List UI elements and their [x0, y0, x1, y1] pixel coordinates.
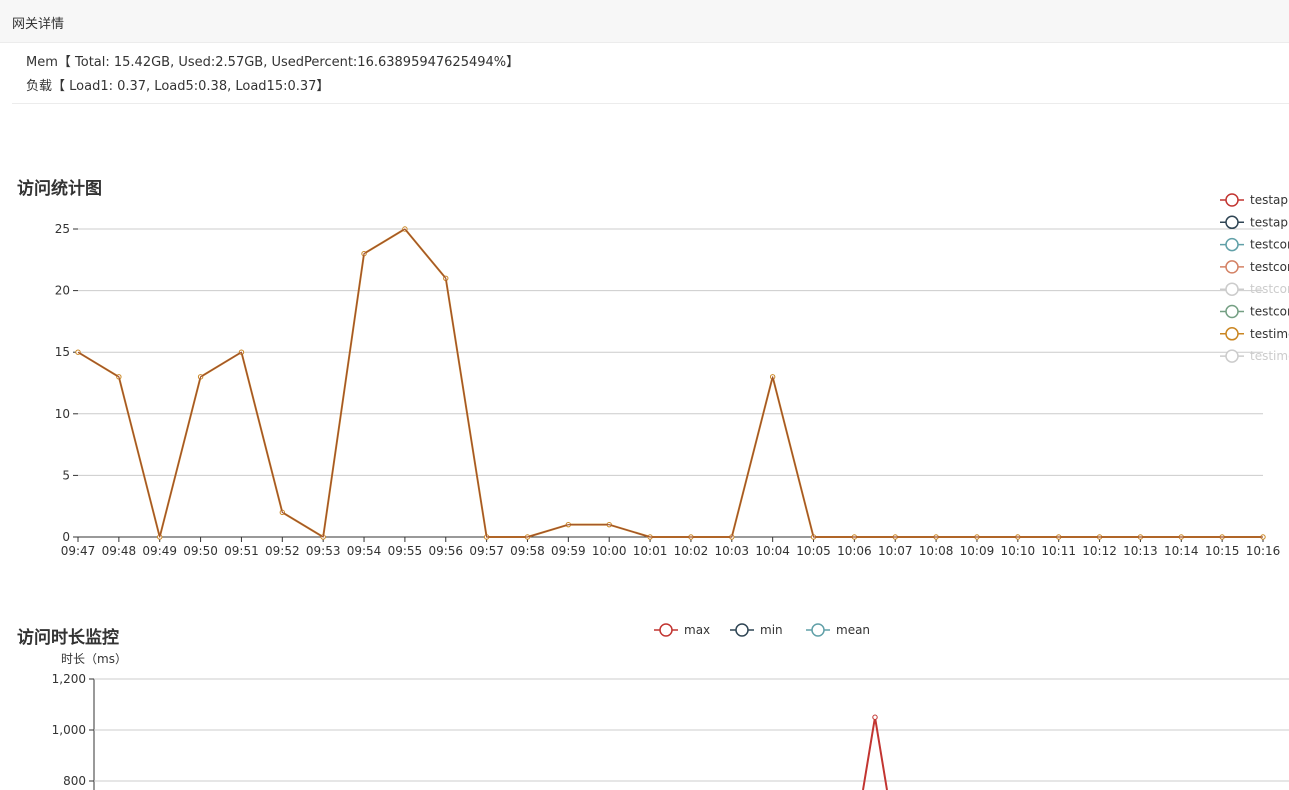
visit-stats-title: 访问统计图 — [17, 179, 102, 199]
legend-marker-icon — [1225, 215, 1239, 230]
x-tick-label: 09:58 — [510, 544, 545, 558]
legend-marker-icon — [1225, 282, 1239, 296]
legend-marker-icon — [735, 623, 749, 637]
y-tick-label: 1,000 — [52, 723, 86, 737]
x-tick-label: 10:08 — [919, 544, 954, 558]
x-tick-label: 10:13 — [1123, 544, 1158, 558]
legend-marker-icon — [1225, 193, 1239, 207]
legend-label: testcor — [1250, 260, 1289, 274]
legend-label: testimg — [1250, 349, 1289, 363]
y-tick-label: 1,200 — [52, 672, 86, 686]
legend-item: testimg — [1220, 349, 1289, 363]
legend-marker-icon — [1225, 237, 1239, 252]
y-tick-label: 20 — [55, 284, 70, 298]
data-point — [872, 714, 878, 720]
legend-label: testapi — [1250, 215, 1289, 229]
max-series-line — [862, 717, 888, 790]
legend-label: min — [760, 623, 783, 637]
x-tick-label: 09:48 — [102, 544, 137, 558]
page-title: 网关详情 — [12, 17, 65, 32]
x-tick-label: 09:54 — [347, 544, 382, 558]
legend-item: testcor — [1220, 260, 1289, 274]
legend-label: testimg — [1250, 327, 1289, 341]
x-tick-label: 10:12 — [1082, 544, 1117, 558]
x-tick-label: 10:14 — [1164, 544, 1199, 558]
x-tick-label: 09:49 — [142, 544, 177, 558]
legend-item: max — [654, 623, 710, 637]
legend-item: testapi — [1220, 215, 1289, 229]
x-tick-label: 10:09 — [960, 544, 995, 558]
legend-marker-icon — [659, 623, 673, 637]
x-tick-label: 10:00 — [592, 544, 627, 558]
x-tick-label: 09:55 — [388, 544, 423, 558]
legend-marker-icon — [1225, 260, 1239, 274]
legend-label: testcor — [1250, 305, 1289, 319]
legend-label: testcor — [1250, 238, 1289, 252]
x-tick-label: 10:04 — [755, 544, 790, 558]
mem-info: Mem【 Total: 15.42GB, Used:2.57GB, UsedPe… — [26, 55, 520, 70]
page-header: 网关详情 — [0, 0, 1289, 43]
y-tick-label: 10 — [55, 407, 70, 421]
y-axis-title: 时长（ms） — [61, 652, 127, 666]
legend-label: testcor — [1250, 282, 1289, 296]
legend-label: mean — [836, 623, 870, 637]
visit-stats-chart: 0 5 10 15 20 25 09:47 09:48 09:49 09:50 09:51 09:52… — [55, 193, 1289, 558]
x-tick-label: 09:47 — [61, 544, 96, 558]
x-tick-label: 10:11 — [1041, 544, 1076, 558]
y-tick-label: 800 — [63, 774, 86, 788]
x-tick-label: 09:57 — [469, 544, 504, 558]
legend-marker-icon — [1225, 304, 1239, 319]
y-tick-label: 25 — [55, 222, 70, 236]
y-tick-label: 5 — [62, 468, 70, 482]
duration-monitor-title: 访问时长监控 — [17, 628, 119, 648]
legend-marker-icon — [811, 623, 825, 637]
legend-item: min — [730, 623, 783, 637]
system-info-card: Mem【 Total: 15.42GB, Used:2.57GB, UsedPe… — [12, 43, 1289, 104]
legend-marker-icon — [1225, 349, 1239, 363]
legend-label: testapi — [1250, 193, 1289, 207]
y-tick-label: 0 — [62, 530, 70, 544]
legend-item: testcor — [1220, 305, 1289, 319]
legend-item: testimg — [1220, 327, 1289, 341]
x-tick-label: 09:59 — [551, 544, 586, 558]
x-tick-label: 10:05 — [796, 544, 831, 558]
x-tick-label: 10:10 — [1001, 544, 1036, 558]
x-tick-label: 10:16 — [1246, 544, 1281, 558]
x-tick-label: 09:50 — [183, 544, 218, 558]
y-tick-label: 15 — [55, 345, 70, 359]
x-tick-label: 09:51 — [224, 544, 259, 558]
x-tick-label: 10:15 — [1205, 544, 1240, 558]
x-tick-label: 09:52 — [265, 544, 300, 558]
x-tick-label: 10:01 — [633, 544, 668, 558]
load-info: 负载【 Load1: 0.37, Load5:0.38, Load15:0.37… — [26, 79, 330, 94]
legend-item: testcor — [1220, 238, 1289, 252]
x-tick-label: 09:56 — [428, 544, 463, 558]
legend-marker-icon — [1225, 327, 1239, 341]
series-line — [77, 228, 1263, 538]
legend-item: testcor — [1220, 282, 1289, 296]
legend-label: max — [684, 623, 710, 637]
x-tick-label: 10:07 — [878, 544, 913, 558]
legend-item: mean — [806, 623, 870, 637]
x-tick-label: 09:53 — [306, 544, 341, 558]
legend-item: testapi — [1220, 193, 1289, 207]
x-tick-label: 10:06 — [837, 544, 872, 558]
x-tick-label: 10:02 — [674, 544, 709, 558]
x-tick-label: 10:03 — [714, 544, 749, 558]
